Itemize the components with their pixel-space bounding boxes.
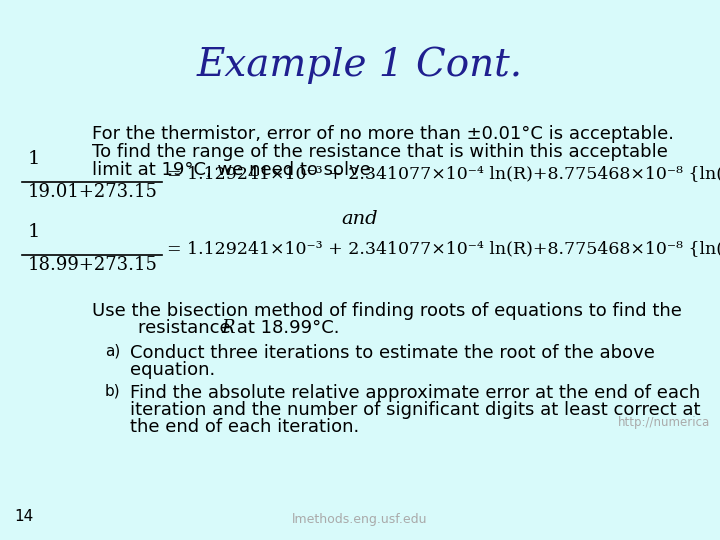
Text: iteration and the number of significant digits at least correct at: iteration and the number of significant … (130, 401, 701, 419)
Text: b): b) (105, 384, 121, 399)
Text: a): a) (105, 344, 120, 359)
Text: Use the bisection method of finding roots of equations to find the: Use the bisection method of finding root… (92, 302, 682, 320)
Text: at 18.99°C.: at 18.99°C. (231, 319, 340, 337)
Text: For the thermistor, error of no more than ±0.01°C is acceptable.: For the thermistor, error of no more tha… (92, 125, 674, 143)
Text: and: and (342, 210, 378, 228)
Text: Conduct three iterations to estimate the root of the above: Conduct three iterations to estimate the… (130, 344, 655, 362)
Text: 14: 14 (14, 509, 33, 524)
Text: 19.01+273.15: 19.01+273.15 (28, 183, 158, 201)
Text: = 1.129241×10⁻³ + 2.341077×10⁻⁴ ln(R)+8.775468×10⁻⁸ {ln(R)}³: = 1.129241×10⁻³ + 2.341077×10⁻⁴ ln(R)+8.… (167, 165, 720, 183)
Text: = 1.129241×10⁻³ + 2.341077×10⁻⁴ ln(R)+8.775468×10⁻⁸ {ln(R)}³: = 1.129241×10⁻³ + 2.341077×10⁻⁴ ln(R)+8.… (167, 240, 720, 258)
Text: To find the range of the resistance that is within this acceptable: To find the range of the resistance that… (92, 143, 668, 161)
Text: Example 1 Cont.: Example 1 Cont. (197, 47, 523, 84)
Text: resistance: resistance (92, 319, 236, 337)
Text: lmethods.eng.usf.edu: lmethods.eng.usf.edu (292, 513, 428, 526)
Text: 18.99+273.15: 18.99+273.15 (28, 256, 158, 274)
Text: R: R (221, 319, 235, 337)
Text: 1: 1 (28, 223, 40, 241)
Text: Find the absolute relative approximate error at the end of each: Find the absolute relative approximate e… (130, 384, 701, 402)
Text: http://numerica: http://numerica (618, 416, 710, 429)
Text: limit at 19°C, we need to solve: limit at 19°C, we need to solve (92, 161, 371, 179)
Text: the end of each iteration.: the end of each iteration. (130, 418, 359, 436)
Text: equation.: equation. (130, 361, 215, 379)
Text: 1: 1 (28, 150, 40, 168)
